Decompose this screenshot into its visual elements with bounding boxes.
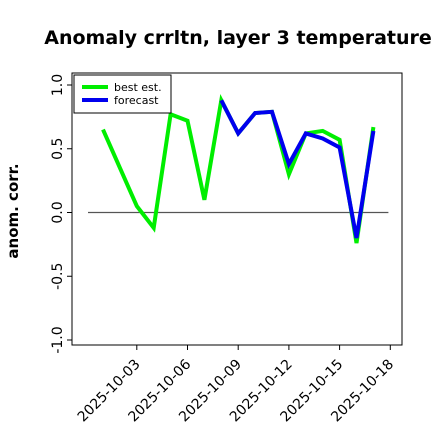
legend-entry-label: forecast	[114, 94, 159, 107]
legend: best est.forecast	[73, 74, 172, 114]
y-axis-label: anom. corr.	[4, 163, 22, 258]
legend-box	[73, 74, 172, 114]
y-tick-label: 1.0	[50, 74, 66, 96]
y-tick-label: 0.5	[50, 138, 66, 160]
chart-title: Anomaly crrltn, layer 3 temperature	[44, 27, 432, 49]
plot-frame	[71, 72, 403, 346]
y-tick-label: 0.0	[50, 201, 66, 223]
y-tick-label: -0.5	[50, 263, 66, 290]
y-tick-label: -1.0	[50, 326, 66, 353]
series-line-forecast	[219, 99, 376, 239]
legend-entry-label: best est.	[114, 81, 162, 94]
